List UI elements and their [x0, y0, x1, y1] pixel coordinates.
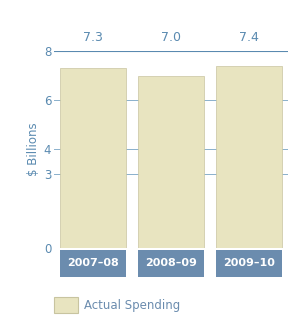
Text: 7.3: 7.3	[83, 31, 103, 44]
Bar	[60, 68, 126, 248]
Text: 2007–08: 2007–08	[67, 258, 119, 268]
Bar	[138, 75, 204, 248]
Y-axis label: $ Billions: $ Billions	[27, 123, 40, 176]
Text: 2009–10: 2009–10	[223, 258, 275, 268]
Text: 7.0: 7.0	[161, 31, 181, 44]
Bar	[216, 66, 282, 248]
Text: 2008–09: 2008–09	[145, 258, 197, 268]
Text: Actual Spending: Actual Spending	[84, 299, 180, 312]
Text: 7.4: 7.4	[239, 31, 259, 44]
